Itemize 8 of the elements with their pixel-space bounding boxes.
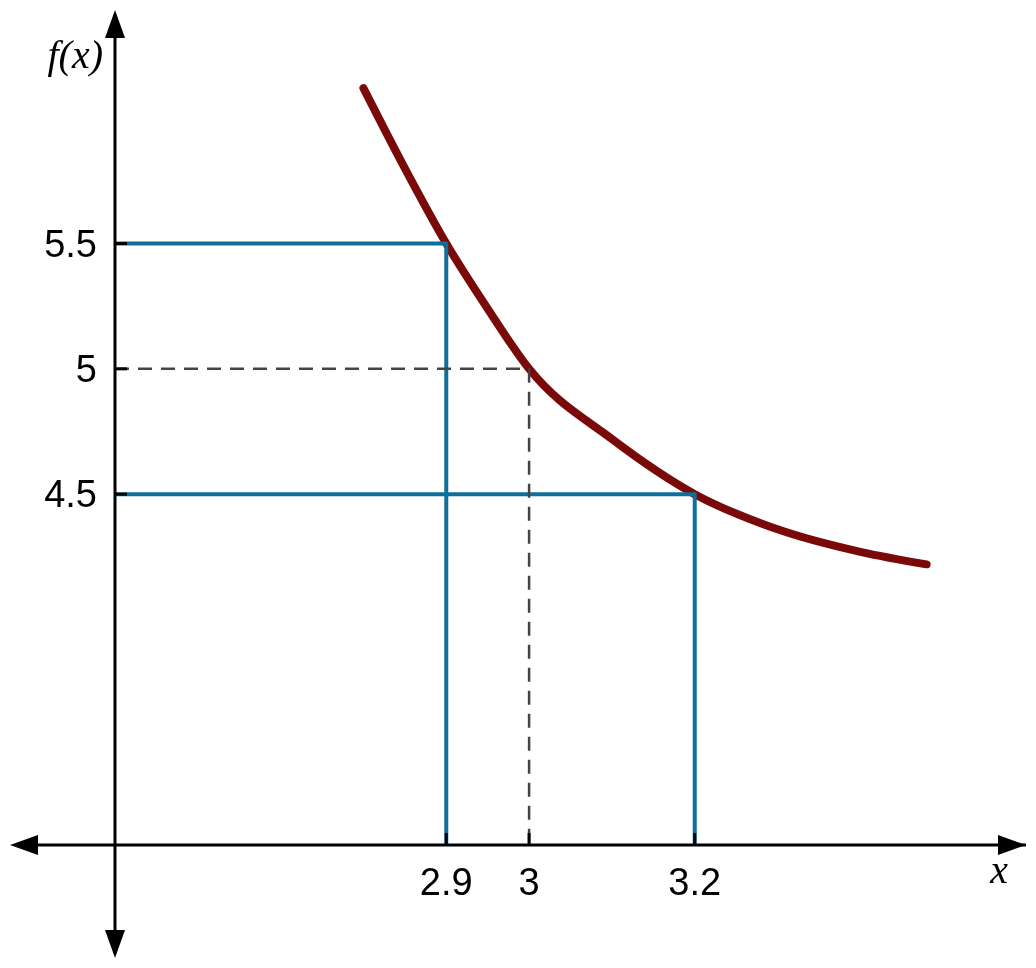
x-tick-label: 3.2 [668,861,722,903]
y-axis-title: f(x) [47,32,103,77]
x-tick-label: 2.9 [419,861,473,903]
x-tick-label: 3 [518,861,540,903]
y-tick-label: 5 [75,347,97,390]
y-tick-label: 5.5 [44,222,97,265]
x-axis-title: x [989,847,1009,892]
y-tick-label: 4.5 [44,473,97,516]
